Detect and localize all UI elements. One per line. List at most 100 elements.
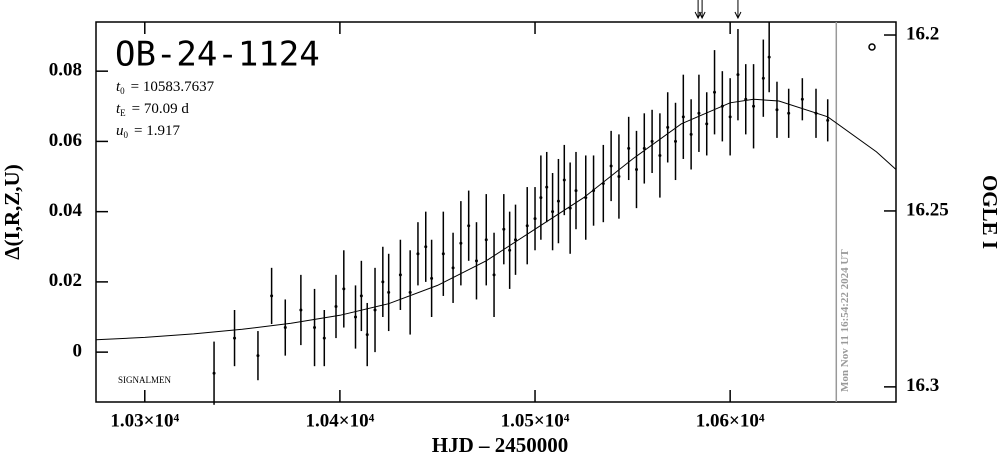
data-point bbox=[697, 111, 701, 115]
data-point bbox=[539, 196, 543, 200]
x-axis-title: HJD – 2450000 bbox=[432, 433, 569, 457]
data-point bbox=[787, 111, 791, 115]
param-subscript: 0 bbox=[124, 130, 129, 140]
data-point bbox=[430, 276, 434, 280]
param-text: = 70.09 d bbox=[132, 101, 190, 117]
data-point bbox=[322, 336, 326, 340]
data-point bbox=[459, 241, 463, 245]
y-tick-label: 0 bbox=[73, 340, 83, 361]
data-point bbox=[270, 294, 274, 298]
data-point bbox=[592, 189, 596, 193]
data-point bbox=[451, 266, 455, 270]
data-point bbox=[744, 97, 748, 101]
data-point bbox=[814, 111, 818, 115]
source-label: SIGNALMEN bbox=[118, 375, 171, 385]
data-point bbox=[299, 308, 303, 312]
chart-title: OB-24-1124 bbox=[115, 35, 320, 75]
data-point bbox=[424, 245, 428, 249]
param-label: u0 = 1.917 bbox=[116, 123, 180, 140]
symbol bbox=[868, 43, 876, 51]
data-point bbox=[562, 178, 566, 182]
data-point bbox=[775, 108, 779, 112]
param-symbol: u bbox=[116, 123, 124, 139]
param-text: = 10583.7637 bbox=[131, 79, 215, 95]
data-point bbox=[514, 238, 518, 242]
data-point bbox=[256, 354, 260, 358]
data-point bbox=[416, 252, 420, 256]
param-subscript: E bbox=[120, 108, 126, 118]
data-point bbox=[705, 122, 709, 126]
data-point bbox=[650, 139, 654, 143]
y-tick-label: 0.04 bbox=[49, 200, 83, 221]
data-point bbox=[334, 304, 338, 308]
x-tick-label: 1.05×10⁴ bbox=[501, 410, 570, 431]
data-point bbox=[492, 273, 496, 277]
data-point bbox=[484, 238, 488, 242]
data-point bbox=[617, 175, 621, 179]
data-point bbox=[525, 224, 529, 228]
data-point bbox=[666, 125, 670, 129]
arrow bbox=[698, 0, 706, 20]
data-point bbox=[233, 336, 237, 340]
data-point bbox=[609, 164, 613, 168]
data-point bbox=[720, 104, 724, 108]
data-point bbox=[658, 153, 662, 157]
data-point bbox=[508, 248, 512, 252]
x-tick-label: 1.04×10⁴ bbox=[306, 410, 375, 431]
data-point bbox=[373, 308, 377, 312]
param-label: tE = 70.09 d bbox=[116, 101, 189, 118]
model-curve bbox=[95, 98, 897, 341]
y2-axis-title: OGLE I bbox=[978, 175, 999, 249]
param-text: = 1.917 bbox=[134, 123, 180, 139]
data-point bbox=[826, 118, 830, 122]
data-point bbox=[365, 333, 369, 337]
param-symbol: t bbox=[116, 79, 121, 95]
data-point bbox=[474, 259, 478, 263]
data-point bbox=[533, 217, 537, 221]
y2-tick-label: 16.2 bbox=[906, 23, 939, 44]
data-point bbox=[313, 326, 317, 330]
y-axis-title: Δ(I,R,Z,U) bbox=[0, 164, 24, 259]
data-point bbox=[381, 280, 385, 284]
data-point bbox=[634, 168, 638, 172]
plot-frame bbox=[95, 21, 897, 403]
arrow bbox=[734, 0, 742, 20]
y2-tick-label: 16.25 bbox=[906, 199, 949, 220]
data-point bbox=[736, 73, 740, 77]
y2-tick-label: 16.3 bbox=[906, 375, 939, 396]
data-point bbox=[713, 90, 717, 94]
data-point bbox=[584, 196, 588, 200]
param-symbol: t bbox=[116, 101, 121, 117]
data-point bbox=[642, 146, 646, 150]
data-point bbox=[441, 252, 445, 256]
data-point bbox=[354, 315, 358, 319]
data-point bbox=[674, 139, 678, 143]
data-point bbox=[574, 189, 578, 193]
y-tick-label: 0.02 bbox=[49, 270, 82, 291]
data-point bbox=[800, 97, 804, 101]
data-point bbox=[761, 76, 765, 80]
x-tick-label: 1.03×10⁴ bbox=[110, 410, 179, 431]
data-point bbox=[545, 185, 549, 189]
data-point bbox=[467, 224, 471, 228]
data-point bbox=[283, 326, 287, 330]
data-point bbox=[752, 104, 756, 108]
y-tick-label: 0.08 bbox=[49, 60, 82, 81]
data-point bbox=[502, 227, 506, 231]
data-point bbox=[387, 290, 391, 294]
data-point bbox=[568, 206, 572, 210]
data-point bbox=[556, 199, 560, 203]
data-point bbox=[627, 146, 631, 150]
data-point bbox=[212, 371, 216, 375]
data-point bbox=[767, 55, 771, 59]
timestamp: Mon Nov 11 16:54:22 2024 UT bbox=[839, 249, 851, 392]
data-point bbox=[689, 132, 693, 136]
data-point bbox=[728, 115, 732, 119]
data-point bbox=[681, 115, 685, 119]
data-point bbox=[551, 210, 555, 214]
y-tick-label: 0.06 bbox=[49, 130, 82, 151]
data-point bbox=[359, 294, 363, 298]
data-point bbox=[601, 182, 605, 186]
x-tick-label: 1.06×10⁴ bbox=[696, 410, 765, 431]
